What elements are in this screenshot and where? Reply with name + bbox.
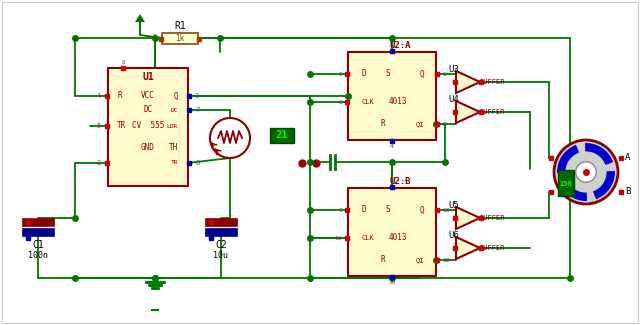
Text: S: S (386, 205, 390, 214)
Text: 6: 6 (195, 160, 199, 166)
Text: QI: QI (415, 257, 424, 263)
Text: U4: U4 (448, 95, 459, 103)
Text: 5: 5 (339, 72, 342, 76)
Polygon shape (135, 14, 145, 22)
Text: 100n: 100n (28, 251, 48, 259)
Text: 1: 1 (442, 72, 445, 76)
Text: 4013: 4013 (388, 233, 407, 242)
Text: BUFFER: BUFFER (479, 109, 505, 115)
Text: TH: TH (169, 144, 178, 152)
Text: 9: 9 (339, 207, 342, 213)
Text: TR: TR (170, 161, 178, 165)
Text: 3: 3 (195, 93, 199, 99)
Text: 2: 2 (97, 160, 101, 166)
Text: R: R (117, 92, 122, 100)
Text: 150: 150 (559, 181, 572, 187)
Text: QI: QI (415, 121, 424, 127)
Text: D: D (362, 70, 367, 79)
Text: BUFFER: BUFFER (479, 245, 505, 251)
Text: U2:B: U2:B (389, 176, 411, 186)
Text: GND: GND (141, 144, 155, 152)
Text: CV  555: CV 555 (132, 122, 164, 131)
Text: Q: Q (419, 70, 424, 79)
Circle shape (576, 162, 596, 182)
Text: 13: 13 (442, 207, 449, 213)
Text: 4: 4 (390, 144, 394, 149)
Bar (108, 68, 188, 186)
Text: VCC: VCC (141, 92, 155, 100)
Text: 7: 7 (195, 107, 199, 113)
Text: Q: Q (419, 205, 424, 214)
Text: 1k: 1k (175, 34, 184, 43)
Text: 8: 8 (121, 60, 125, 66)
Bar (22, 218, 54, 226)
Text: C1: C1 (32, 240, 44, 250)
Text: Q: Q (173, 92, 178, 100)
Polygon shape (456, 71, 480, 93)
Text: U3: U3 (448, 64, 459, 73)
Text: LDR: LDR (167, 124, 178, 128)
Text: DC: DC (143, 106, 152, 114)
Text: U2:A: U2:A (389, 41, 411, 49)
Text: U6: U6 (448, 230, 459, 240)
Text: 21: 21 (276, 131, 288, 140)
Text: D: D (362, 205, 367, 214)
Text: 10: 10 (388, 280, 396, 284)
Bar (205, 228, 237, 236)
Polygon shape (456, 101, 480, 123)
Text: CLK: CLK (362, 99, 375, 105)
Circle shape (554, 140, 618, 204)
Text: TR: TR (117, 122, 126, 131)
Text: C2: C2 (215, 240, 227, 250)
Text: B: B (625, 188, 630, 197)
Polygon shape (456, 237, 480, 259)
Bar (162, 33, 198, 44)
Bar (348, 52, 436, 140)
Text: 11: 11 (335, 236, 342, 240)
Bar (22, 228, 54, 236)
Text: R: R (381, 120, 385, 128)
Text: DC: DC (170, 108, 178, 112)
Text: 4: 4 (97, 93, 101, 99)
Text: 8: 8 (392, 179, 396, 185)
Text: 3: 3 (339, 99, 342, 105)
Polygon shape (456, 207, 480, 229)
Text: R1: R1 (174, 21, 186, 31)
Bar (558, 170, 574, 196)
Text: R: R (381, 255, 385, 265)
Text: U1: U1 (142, 72, 154, 82)
Bar (205, 218, 237, 226)
Text: 12: 12 (442, 257, 449, 263)
Bar (348, 188, 436, 276)
Text: 2: 2 (442, 122, 445, 126)
Text: CLK: CLK (362, 235, 375, 241)
Text: BUFFER: BUFFER (479, 79, 505, 85)
Text: 4013: 4013 (388, 98, 407, 107)
Text: 10u: 10u (214, 251, 228, 259)
Text: BUFFER: BUFFER (479, 215, 505, 221)
Text: U5: U5 (448, 201, 459, 210)
Text: A: A (625, 153, 630, 162)
Text: 6: 6 (392, 44, 396, 48)
Bar (270, 128, 294, 143)
Text: 5: 5 (97, 123, 101, 129)
Text: S: S (386, 70, 390, 79)
